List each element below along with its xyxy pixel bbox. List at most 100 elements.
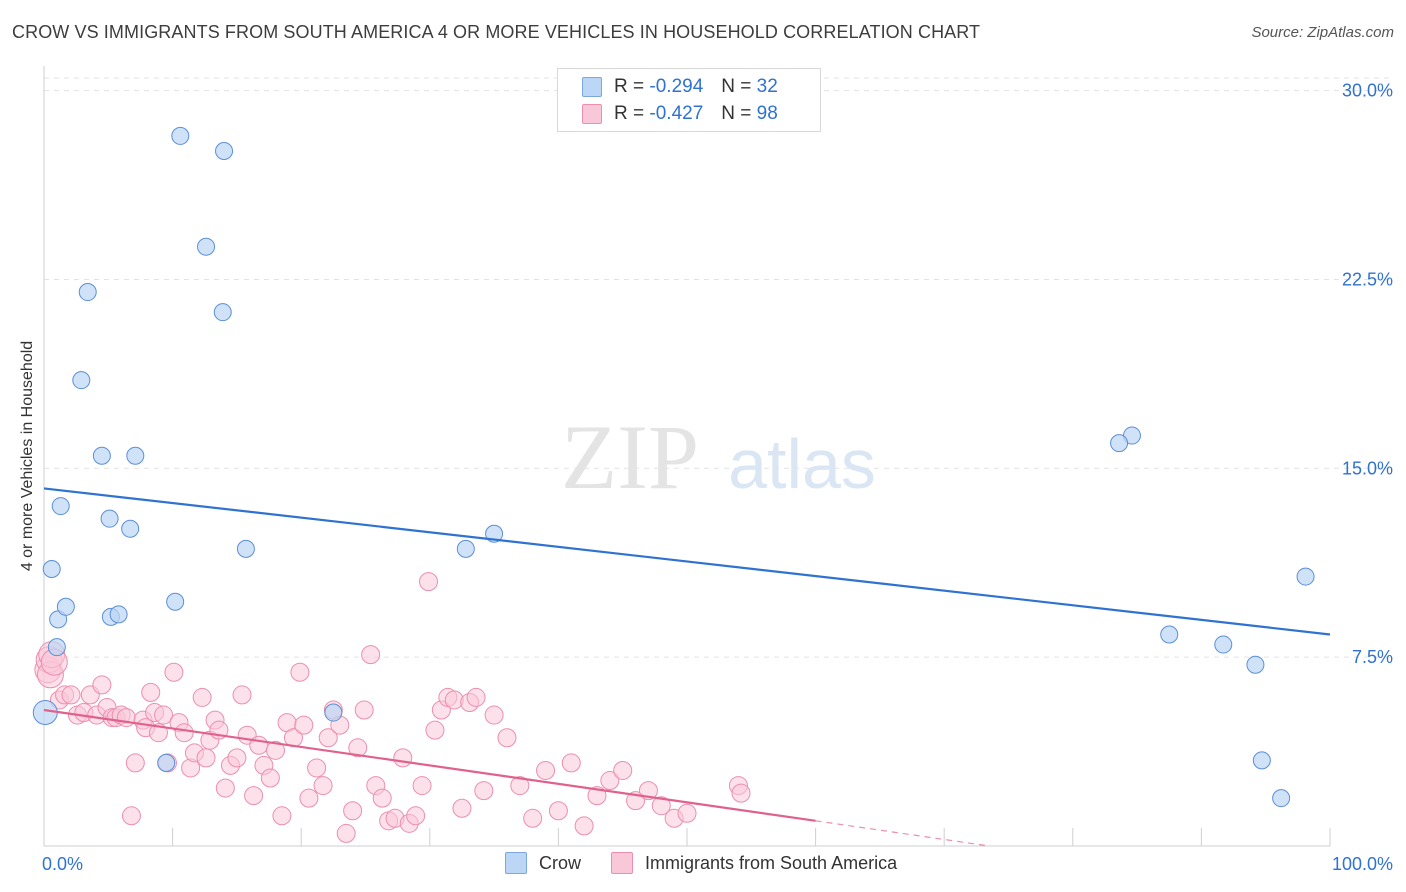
crow-r-value: -0.294	[649, 76, 704, 97]
crow-point	[215, 142, 234, 161]
crow-point	[32, 700, 58, 726]
immigrants-point	[510, 776, 530, 796]
immigrants-point	[613, 760, 633, 780]
immigrants-point	[192, 687, 212, 707]
immigrants-points	[34, 572, 751, 843]
immigrants-point	[244, 786, 264, 806]
legend-row-crow: R = -0.294 N = 32	[582, 75, 778, 99]
immigrants-point	[227, 748, 247, 768]
immigrants-point	[548, 801, 568, 821]
immigrants-point	[318, 728, 338, 748]
x-tick-label-max: 100.0%	[1332, 854, 1393, 874]
y-axis-label: 4 or more Vehicles in Household	[19, 340, 36, 572]
immigrants-point	[677, 803, 697, 823]
immigrants-point	[425, 720, 445, 740]
crow-point	[47, 638, 66, 657]
crow-point	[166, 592, 185, 611]
crow-n-label: N =	[721, 76, 752, 97]
crow-point	[1110, 434, 1129, 453]
immigrants-swatch	[582, 104, 602, 124]
immigrants-r-value: -0.427	[649, 103, 704, 124]
crow-point	[1296, 567, 1315, 586]
immigrants-point	[299, 788, 319, 808]
source-label: Source: ZipAtlas.com	[1251, 24, 1394, 41]
immigrants-point	[272, 806, 292, 826]
immigrants-point	[92, 675, 112, 695]
crow-point	[171, 126, 190, 145]
immigrants-legend-swatch	[611, 852, 634, 874]
immigrants-point	[265, 740, 285, 760]
immigrants-point	[466, 687, 486, 707]
crow-point	[197, 237, 216, 256]
immigrants-point	[125, 753, 145, 773]
immigrants-trend-extension	[815, 820, 990, 847]
y-tick-label: 30.0%	[1342, 81, 1393, 101]
immigrants-point	[260, 768, 280, 788]
crow-point	[1252, 751, 1271, 770]
immigrants-legend-label: Immigrants from South America	[645, 852, 898, 873]
immigrants-point	[600, 771, 620, 791]
immigrants-n-value: 98	[756, 103, 778, 124]
tick-labels: 7.5% 15.0% 22.5% 30.0% 0.0% 100.0%	[42, 81, 1393, 874]
y-tick-label: 7.5%	[1352, 647, 1393, 667]
crow-point	[1246, 655, 1265, 674]
immigrants-point	[354, 700, 374, 720]
crow-point	[72, 371, 91, 390]
stats-legend: R = -0.294 N = 32 R = -0.427 N = 98	[557, 68, 821, 132]
immigrants-point	[361, 645, 381, 665]
crow-swatch	[582, 77, 602, 97]
crow-point	[92, 446, 111, 465]
crow-point	[42, 560, 61, 579]
immigrants-point	[343, 801, 363, 821]
immigrants-point	[154, 705, 174, 725]
immigrants-n-label: N =	[721, 103, 752, 124]
immigrants-point	[372, 788, 392, 808]
crow-point	[56, 597, 75, 616]
legend-row-immigrants: R = -0.427 N = 98	[582, 102, 778, 126]
crow-point	[456, 539, 475, 558]
immigrants-point	[348, 738, 368, 758]
immigrants-point	[61, 685, 81, 705]
immigrants-point	[196, 748, 216, 768]
immigrants-point	[215, 778, 235, 798]
watermark-zip: ZIP	[561, 406, 699, 508]
immigrants-point	[164, 662, 184, 682]
immigrants-point	[294, 715, 314, 735]
immigrants-point	[561, 753, 581, 773]
immigrants-point	[536, 760, 556, 780]
immigrants-point	[116, 708, 136, 728]
immigrants-point	[141, 682, 161, 702]
immigrants-point	[121, 806, 141, 826]
immigrants-point	[232, 685, 252, 705]
immigrants-point	[393, 748, 413, 768]
crow-point	[1160, 625, 1179, 644]
crow-r-label: R =	[614, 76, 645, 97]
immigrants-point	[484, 705, 504, 725]
crow-point	[236, 539, 255, 558]
immigrants-point	[313, 776, 333, 796]
crow-point	[1214, 635, 1233, 654]
legend-item-immigrants[interactable]: Immigrants from South America	[611, 852, 897, 874]
crow-point	[157, 753, 176, 772]
bottom-legend: Crow Immigrants from South America	[505, 852, 927, 874]
immigrants-point	[651, 796, 671, 816]
y-tick-label: 22.5%	[1342, 269, 1393, 289]
x-tick-label-min: 0.0%	[42, 854, 83, 874]
immigrants-point	[523, 808, 543, 828]
trend-lines	[43, 487, 1331, 847]
chart-title: CROW VS IMMIGRANTS FROM SOUTH AMERICA 4 …	[12, 22, 981, 42]
crow-point	[51, 497, 70, 516]
crow-point	[324, 703, 343, 722]
crow-legend-label: Crow	[539, 852, 582, 873]
crow-legend-swatch	[505, 852, 527, 874]
immigrants-point	[412, 776, 432, 796]
immigrants-point	[419, 572, 439, 592]
grid	[44, 77, 1392, 658]
immigrants-point	[174, 723, 194, 743]
immigrants-point	[731, 783, 751, 803]
crow-point	[121, 519, 140, 538]
legend-item-crow[interactable]: Crow	[505, 852, 581, 874]
watermark-atlas: atlas	[728, 425, 876, 503]
y-tick-label: 15.0%	[1342, 458, 1393, 478]
